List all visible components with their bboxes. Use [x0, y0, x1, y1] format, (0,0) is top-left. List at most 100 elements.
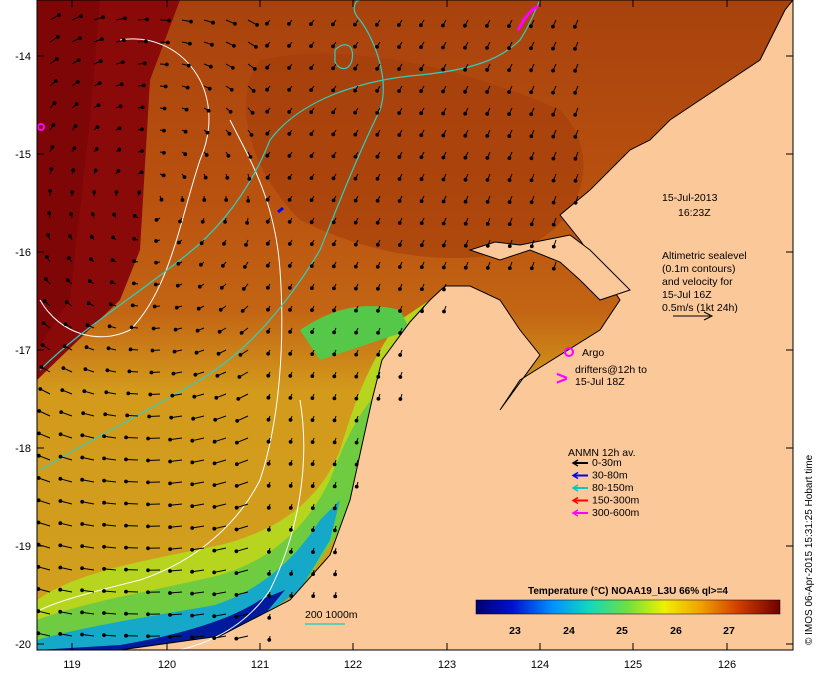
velocity-arrow-head: [507, 156, 512, 161]
velocity-arrow-head: [529, 134, 534, 139]
velocity-arrow-head: [333, 550, 337, 555]
velocity-arrow-head: [212, 461, 217, 466]
velocity-arrow-head: [190, 460, 195, 465]
velocity-arrow-head: [183, 129, 188, 134]
velocity-arrow-head: [331, 66, 336, 71]
velocity-arrow-head: [65, 278, 70, 283]
land-mass: [119, 0, 794, 651]
velocity-arrow-head: [507, 112, 512, 116]
velocity-arrow-head: [102, 500, 106, 505]
velocity-arrow-head: [332, 506, 337, 511]
velocity-arrow: [170, 459, 183, 462]
velocity-arrow-head: [126, 391, 131, 396]
velocity-arrow-head: [485, 200, 490, 204]
velocity-arrow-head: [78, 36, 82, 40]
velocity-arrow-head: [353, 66, 358, 71]
velocity-arrow-head: [441, 177, 446, 182]
lat-tick-label: -15: [15, 149, 31, 161]
velocity-arrow: [192, 525, 205, 529]
velocity-arrow-head: [354, 396, 359, 401]
lat-tick-label: -20: [15, 639, 31, 651]
velocity-arrow-head: [266, 373, 271, 378]
velocity-arrow: [61, 411, 73, 417]
velocity-arrow-head: [58, 521, 63, 526]
velocity-arrow: [38, 455, 51, 461]
velocity-arrow-head: [80, 588, 84, 593]
velocity-arrow-head: [507, 244, 512, 249]
velocity-arrow-head: [529, 222, 534, 227]
velocity-arrow-head: [573, 134, 578, 139]
velocity-arrow: [170, 525, 183, 528]
colorbar-title: Temperature (°C) NOAA19_L3U 66% ql>=4: [528, 586, 728, 597]
velocity-arrow-head: [62, 344, 67, 349]
velocity-arrow-head: [124, 545, 128, 550]
drifters-legend: > drifters@12h to 15-Jul 18Z: [556, 364, 647, 390]
velocity-arrow-head: [529, 90, 533, 95]
velocity-arrow-head: [154, 239, 159, 243]
velocity-arrow-head: [288, 506, 293, 510]
velocity-arrow: [148, 437, 161, 439]
velocity-arrow-head: [176, 261, 181, 266]
velocity-arrow-head: [190, 438, 195, 443]
velocity-arrow-head: [267, 638, 272, 642]
velocity-arrow-head: [168, 459, 173, 464]
velocity-arrow: [60, 456, 73, 461]
hot-water-core: [37, 0, 100, 350]
velocity-arrow-head: [332, 418, 337, 423]
colorbar-label: 25: [616, 625, 628, 637]
velocity-arrow-head: [102, 589, 106, 593]
velocity-arrow-head: [309, 110, 314, 114]
velocity-arrow: [214, 547, 227, 552]
velocity-arrow-head: [311, 528, 315, 532]
velocity-arrow-head: [354, 462, 359, 467]
velocity-arrow: [236, 591, 249, 596]
velocity-arrow-head: [331, 88, 336, 93]
velocity-arrow-head: [168, 525, 173, 530]
velocity-arrow-head: [288, 396, 293, 400]
velocity-arrow-head: [234, 462, 239, 467]
velocity-arrow-head: [573, 46, 577, 51]
velocity-arrow-head: [420, 309, 424, 314]
velocity-arrow-head: [190, 635, 195, 640]
velocity-arrow: [38, 522, 51, 527]
velocity-arrow-head: [102, 567, 106, 571]
velocity-arrow-head: [265, 153, 270, 158]
velocity-arrow-head: [168, 635, 172, 639]
velocity-arrow-head: [551, 178, 556, 183]
isobath-contours: [39, 0, 541, 471]
velocity-arrow-head: [213, 417, 218, 422]
velocity-arrow-head: [131, 281, 136, 286]
velocity-arrow-head: [419, 45, 423, 50]
velocity-arrow-head: [266, 329, 271, 334]
velocity-arrow-head: [288, 330, 293, 334]
velocity-arrow-head: [332, 396, 337, 401]
velocity-arrow-head: [507, 222, 512, 227]
velocity-arrow-head: [36, 520, 41, 525]
velocity-arrow-head: [221, 263, 225, 268]
velocity-arrow-head: [265, 263, 270, 268]
velocity-arrow: [60, 433, 73, 439]
velocity-arrow: [214, 525, 227, 530]
velocity-arrow-head: [146, 634, 150, 639]
velocity-arrow-head: [244, 243, 248, 247]
velocity-arrow-head: [96, 103, 101, 108]
colorbar-label: 23: [509, 625, 521, 637]
velocity-arrow-head: [212, 439, 217, 444]
velocity-arrow: [38, 477, 51, 483]
velocity-arrow-head: [38, 387, 43, 391]
velocity-arrow-head: [186, 63, 191, 68]
velocity-arrow-head: [204, 153, 209, 157]
velocity-arrow-head: [485, 244, 490, 248]
velocity-arrow-head: [102, 633, 106, 637]
velocity-arrow-head: [573, 156, 578, 161]
velocity-arrow: [192, 547, 205, 551]
velocity-arrow-head: [120, 60, 125, 65]
velocity-arrow-head: [442, 287, 446, 292]
velocity-arrow-head: [212, 592, 217, 597]
velocity-arrow-head: [354, 286, 358, 291]
lon-tick-label: 124: [531, 659, 549, 671]
velocity-arrow-head: [218, 307, 223, 312]
velocity-arrow-head: [529, 266, 534, 271]
velocity-arrow-head: [375, 264, 380, 269]
